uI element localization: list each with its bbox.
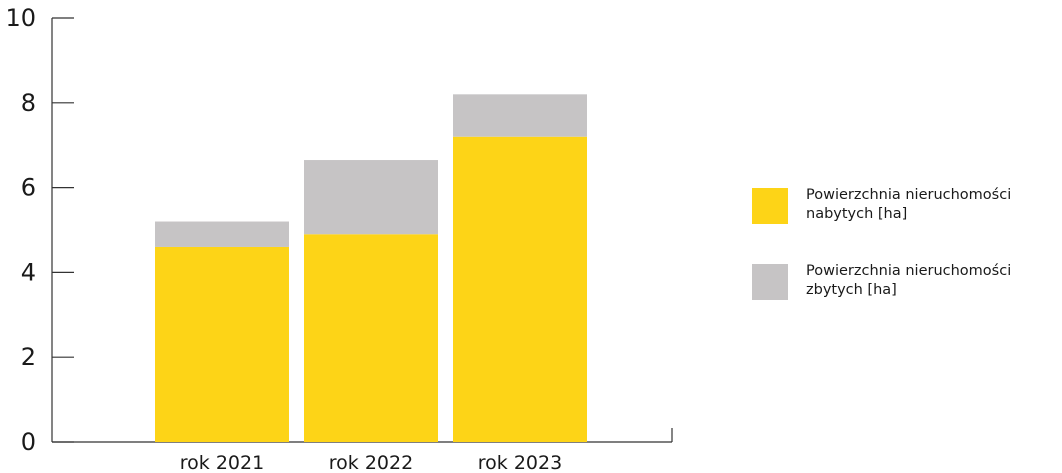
- bar-zbytych-1: [155, 221, 289, 247]
- bar-nabytych-1: [155, 246, 289, 442]
- legend-label-zbytych: Powierzchnia nieruchomości zbytych [ha]: [806, 263, 1012, 298]
- x-category-label-1: rok 2021: [180, 452, 264, 473]
- bar-zbytych-3: [453, 94, 587, 137]
- y-tick-label-2: 2: [21, 343, 36, 371]
- legend-swatch-zbytych: [752, 264, 788, 300]
- bar-zbytych-2: [304, 160, 438, 235]
- y-axis: 0 2 4 6 8 10: [5, 4, 74, 456]
- y-tick-label-10: 10: [5, 4, 36, 32]
- legend-swatch-nabytych: [752, 188, 788, 224]
- bar-nabytych-3: [453, 136, 587, 442]
- x-category-label-2: rok 2022: [329, 452, 413, 473]
- legend-label-nabytych: Powierzchnia nieruchomości nabytych [ha]: [806, 187, 1012, 222]
- legend-item-zbytych: Powierzchnia nieruchomości zbytych [ha]: [752, 262, 1062, 300]
- y-tick-label-4: 4: [21, 258, 36, 286]
- y-tick-label-0: 0: [21, 428, 36, 456]
- legend: Powierzchnia nieruchomości nabytych [ha]…: [752, 186, 1062, 338]
- y-tick-label-8: 8: [21, 89, 36, 117]
- bar-nabytych-2: [304, 234, 438, 442]
- legend-item-nabytych: Powierzchnia nieruchomości nabytych [ha]: [752, 186, 1062, 224]
- x-axis: rok 2021 rok 2022 rok 2023: [52, 428, 673, 473]
- bars: [155, 94, 587, 442]
- x-category-label-3: rok 2023: [478, 452, 562, 473]
- y-tick-label-6: 6: [21, 174, 36, 202]
